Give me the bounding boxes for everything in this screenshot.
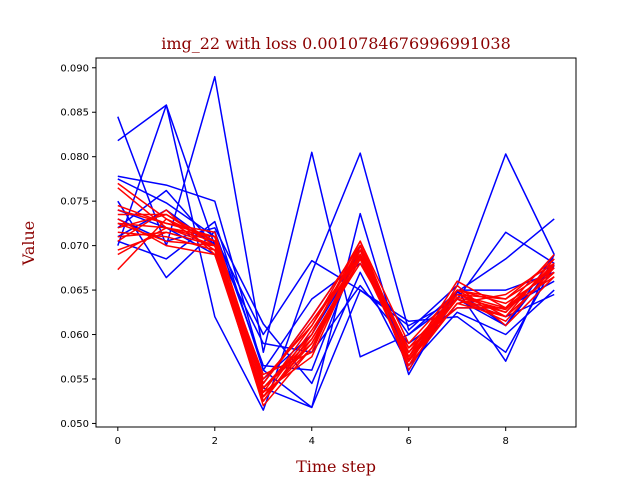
series-line-blue-5 (117, 200, 555, 371)
series-layer (117, 75, 555, 411)
y-tick-label: 0.055 (60, 374, 89, 385)
y-tick-label: 0.070 (60, 241, 89, 252)
x-tick-label: 8 (503, 436, 509, 447)
x-tick-label: 6 (406, 436, 412, 447)
x-axis: 0 2 4 6 8 (115, 427, 509, 447)
plot-frame (95, 57, 577, 428)
series-line-red-25 (117, 231, 555, 389)
y-tick-label: 0.050 (60, 419, 89, 430)
series-line-blue-6 (117, 220, 555, 409)
series-line-blue-4 (117, 178, 555, 336)
series-line-blue-2 (117, 104, 555, 409)
y-axis: 0.050 0.055 0.060 0.065 0.070 0.075 0.080 0.085… (60, 63, 96, 430)
series-line-blue-0 (117, 75, 555, 358)
series-line-red-23 (117, 209, 555, 385)
y-tick-label: 0.060 (60, 330, 89, 341)
y-tick-label: 0.065 (60, 286, 89, 297)
x-tick-label: 4 (309, 436, 315, 447)
y-tick-label: 0.085 (60, 108, 89, 119)
x-tick-label: 0 (115, 436, 121, 447)
y-tick-label: 0.075 (60, 197, 89, 208)
y-tick-label: 0.080 (60, 152, 89, 163)
series-line-blue-1 (117, 104, 555, 411)
x-tick-label: 2 (212, 436, 218, 447)
y-tick-label: 0.090 (60, 63, 89, 74)
x-axis-label: Time step (296, 457, 376, 476)
y-axis-label: Value (19, 221, 38, 267)
chart-title: img_22 with loss 0.0010784676996991038 (161, 34, 511, 53)
